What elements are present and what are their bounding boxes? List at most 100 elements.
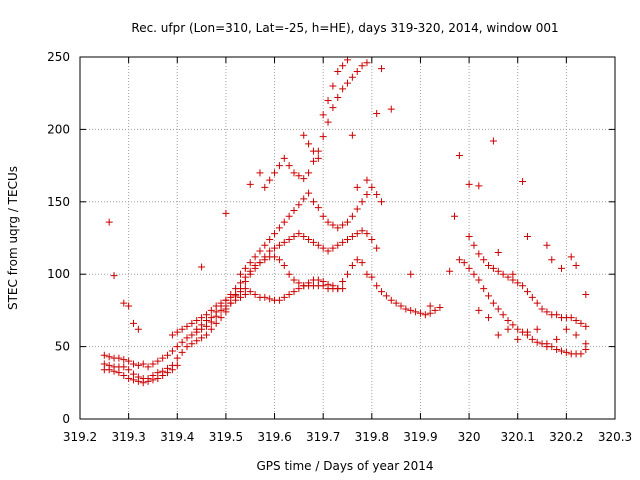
data-point [130, 370, 137, 378]
data-point [421, 311, 429, 319]
data-point [558, 264, 565, 272]
data-point [334, 224, 342, 232]
data-point [285, 212, 293, 220]
data-point [280, 218, 288, 226]
data-point [514, 279, 522, 287]
data-point [178, 325, 186, 333]
data-point [373, 109, 381, 117]
data-point [314, 154, 322, 162]
data-point [470, 241, 478, 249]
data-point [300, 175, 308, 183]
data-point [305, 235, 313, 243]
data-point [105, 353, 113, 361]
data-point [319, 133, 327, 141]
x-tick-label: 320.2 [549, 430, 583, 444]
data-point [193, 317, 201, 325]
data-point [407, 306, 415, 314]
data-point [582, 322, 590, 330]
data-point [426, 309, 434, 317]
data-point [562, 325, 570, 333]
data-point [353, 183, 361, 191]
data-point [314, 241, 322, 249]
data-point [202, 331, 210, 339]
data-point [509, 276, 517, 284]
data-point [562, 348, 570, 356]
data-point [329, 221, 337, 229]
data-point [363, 176, 371, 184]
x-tick-label: 319.9 [403, 430, 437, 444]
data-point [319, 212, 327, 220]
data-point [285, 162, 293, 170]
data-point [105, 361, 113, 369]
data-point [144, 363, 152, 371]
data-point [475, 306, 483, 314]
data-point [353, 256, 361, 264]
data-point [514, 335, 522, 343]
data-point [378, 198, 386, 206]
data-point [217, 302, 225, 310]
data-point [363, 230, 371, 238]
data-point [285, 235, 293, 243]
data-point [348, 233, 356, 241]
data-point [543, 308, 551, 316]
y-tick-label: 200 [47, 122, 70, 136]
data-point [178, 338, 186, 346]
data-point [125, 374, 133, 382]
data-point [363, 59, 371, 67]
data-point [314, 204, 322, 212]
data-point [305, 140, 313, 148]
data-point [348, 212, 356, 220]
data-point [309, 147, 317, 155]
data-point [480, 256, 488, 264]
data-point [455, 256, 463, 264]
data-point [358, 62, 366, 70]
data-point [256, 169, 264, 177]
data-point [280, 293, 288, 301]
data-point [222, 305, 230, 313]
data-point [353, 205, 361, 213]
data-point [324, 218, 332, 226]
data-point [275, 256, 283, 264]
data-point [266, 247, 274, 255]
data-point [548, 256, 556, 264]
data-point [120, 356, 128, 364]
x-axis-ticks: 319.2 319.3 319.4 319.5 319.6 319.7 319.8 319.9… [63, 57, 632, 444]
data-point [519, 178, 527, 186]
y-tick-label: 100 [47, 267, 70, 281]
data-point [149, 372, 157, 380]
data-point [198, 263, 206, 271]
data-point [485, 314, 493, 322]
data-point [115, 354, 123, 362]
data-point [489, 299, 497, 307]
data-point [280, 262, 288, 270]
data-point [309, 157, 317, 165]
data-point [339, 62, 347, 70]
data-point [523, 288, 531, 296]
data-point [329, 104, 337, 112]
data-point [266, 176, 274, 184]
data-point [358, 227, 366, 235]
x-tick-label: 319.8 [355, 430, 389, 444]
data-point [528, 293, 536, 301]
data-point [207, 325, 215, 333]
data-point [154, 369, 162, 377]
data-point [543, 340, 551, 348]
data-point [577, 350, 585, 358]
data-point [339, 85, 347, 93]
data-point [392, 299, 400, 307]
data-point [504, 273, 512, 281]
data-point [295, 172, 303, 180]
data-point [485, 262, 493, 270]
data-point [499, 311, 507, 319]
data-point [436, 304, 444, 312]
data-point [334, 67, 342, 75]
data-point [275, 162, 283, 170]
data-point [130, 360, 137, 368]
data-point [378, 288, 386, 296]
data-point [368, 235, 376, 243]
data-point [246, 180, 254, 188]
data-point [207, 306, 215, 314]
x-tick-label: 319.6 [257, 430, 291, 444]
data-point [387, 105, 395, 113]
